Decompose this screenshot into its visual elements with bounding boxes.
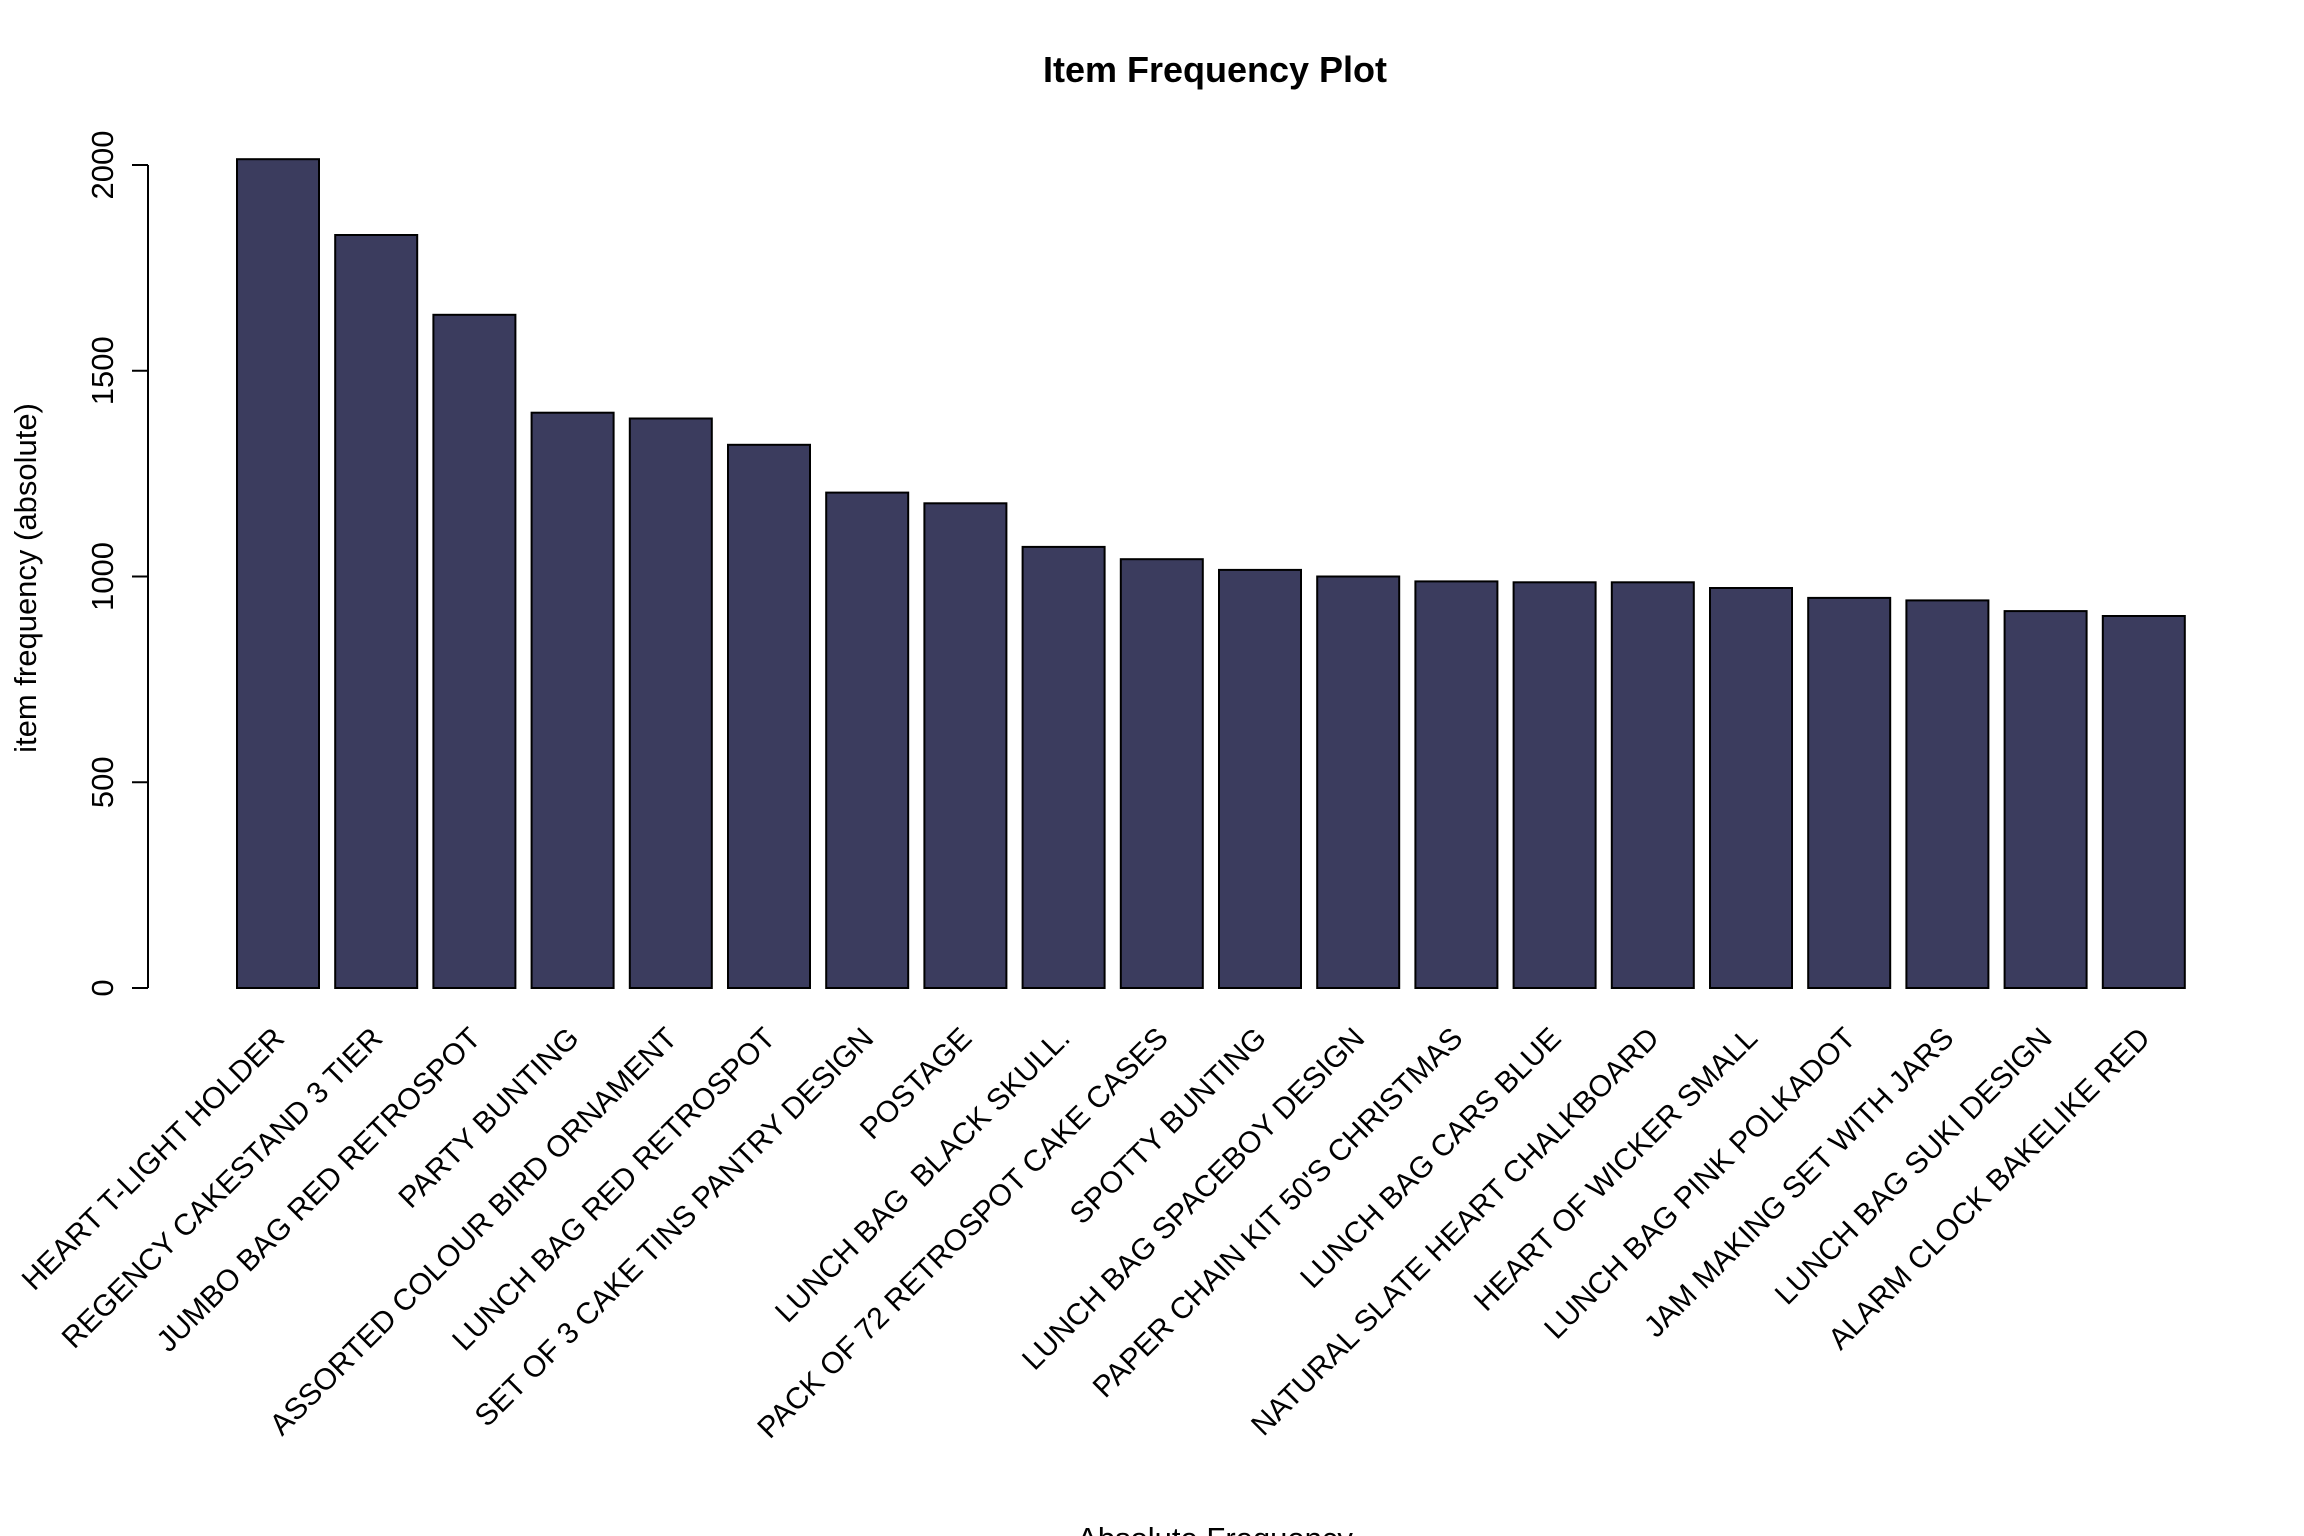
- bar: [432, 313, 517, 989]
- bar: [1709, 587, 1793, 989]
- x-axis-label: Absolute Frequency: [1077, 1521, 1353, 1536]
- bar: [923, 502, 1008, 989]
- bar: [1512, 581, 1597, 989]
- bar: [1807, 596, 1892, 990]
- bar: [1021, 545, 1106, 990]
- x-tick-label: PARTY BUNTING: [392, 1022, 585, 1215]
- bar: [628, 417, 713, 989]
- bar: [1414, 580, 1499, 990]
- y-tick-label: 2000: [85, 131, 120, 200]
- x-tick-label: LUNCH BAG SPACEBOY DESIGN: [1016, 1022, 1371, 1377]
- y-tick-label: 1500: [85, 336, 120, 405]
- bar: [1316, 575, 1401, 989]
- bar-group: [236, 158, 2186, 990]
- bar: [1119, 558, 1204, 989]
- bar: [1610, 581, 1695, 989]
- y-tick-label: 0: [85, 979, 120, 996]
- bar: [1905, 599, 1990, 990]
- bar: [530, 411, 615, 989]
- y-axis: 0 500 1000 1500 2000: [85, 131, 149, 997]
- chart-title: Item Frequency Plot: [1043, 49, 1387, 90]
- x-tick-label: SPOTTY BUNTING: [1064, 1022, 1273, 1231]
- bar: [825, 491, 910, 989]
- bar: [2003, 610, 2088, 989]
- y-tick-label: 1000: [85, 542, 120, 611]
- bar: [2101, 615, 2186, 989]
- y-tick-label: 500: [85, 756, 120, 808]
- x-tick-label: PAPER CHAIN KIT 50'S CHRISTMAS: [1087, 1022, 1470, 1405]
- bar: [727, 443, 811, 989]
- y-axis-label: item frequency (absolute): [8, 403, 43, 753]
- bar: [1218, 568, 1302, 990]
- bar: [236, 158, 320, 989]
- bar: [334, 234, 419, 989]
